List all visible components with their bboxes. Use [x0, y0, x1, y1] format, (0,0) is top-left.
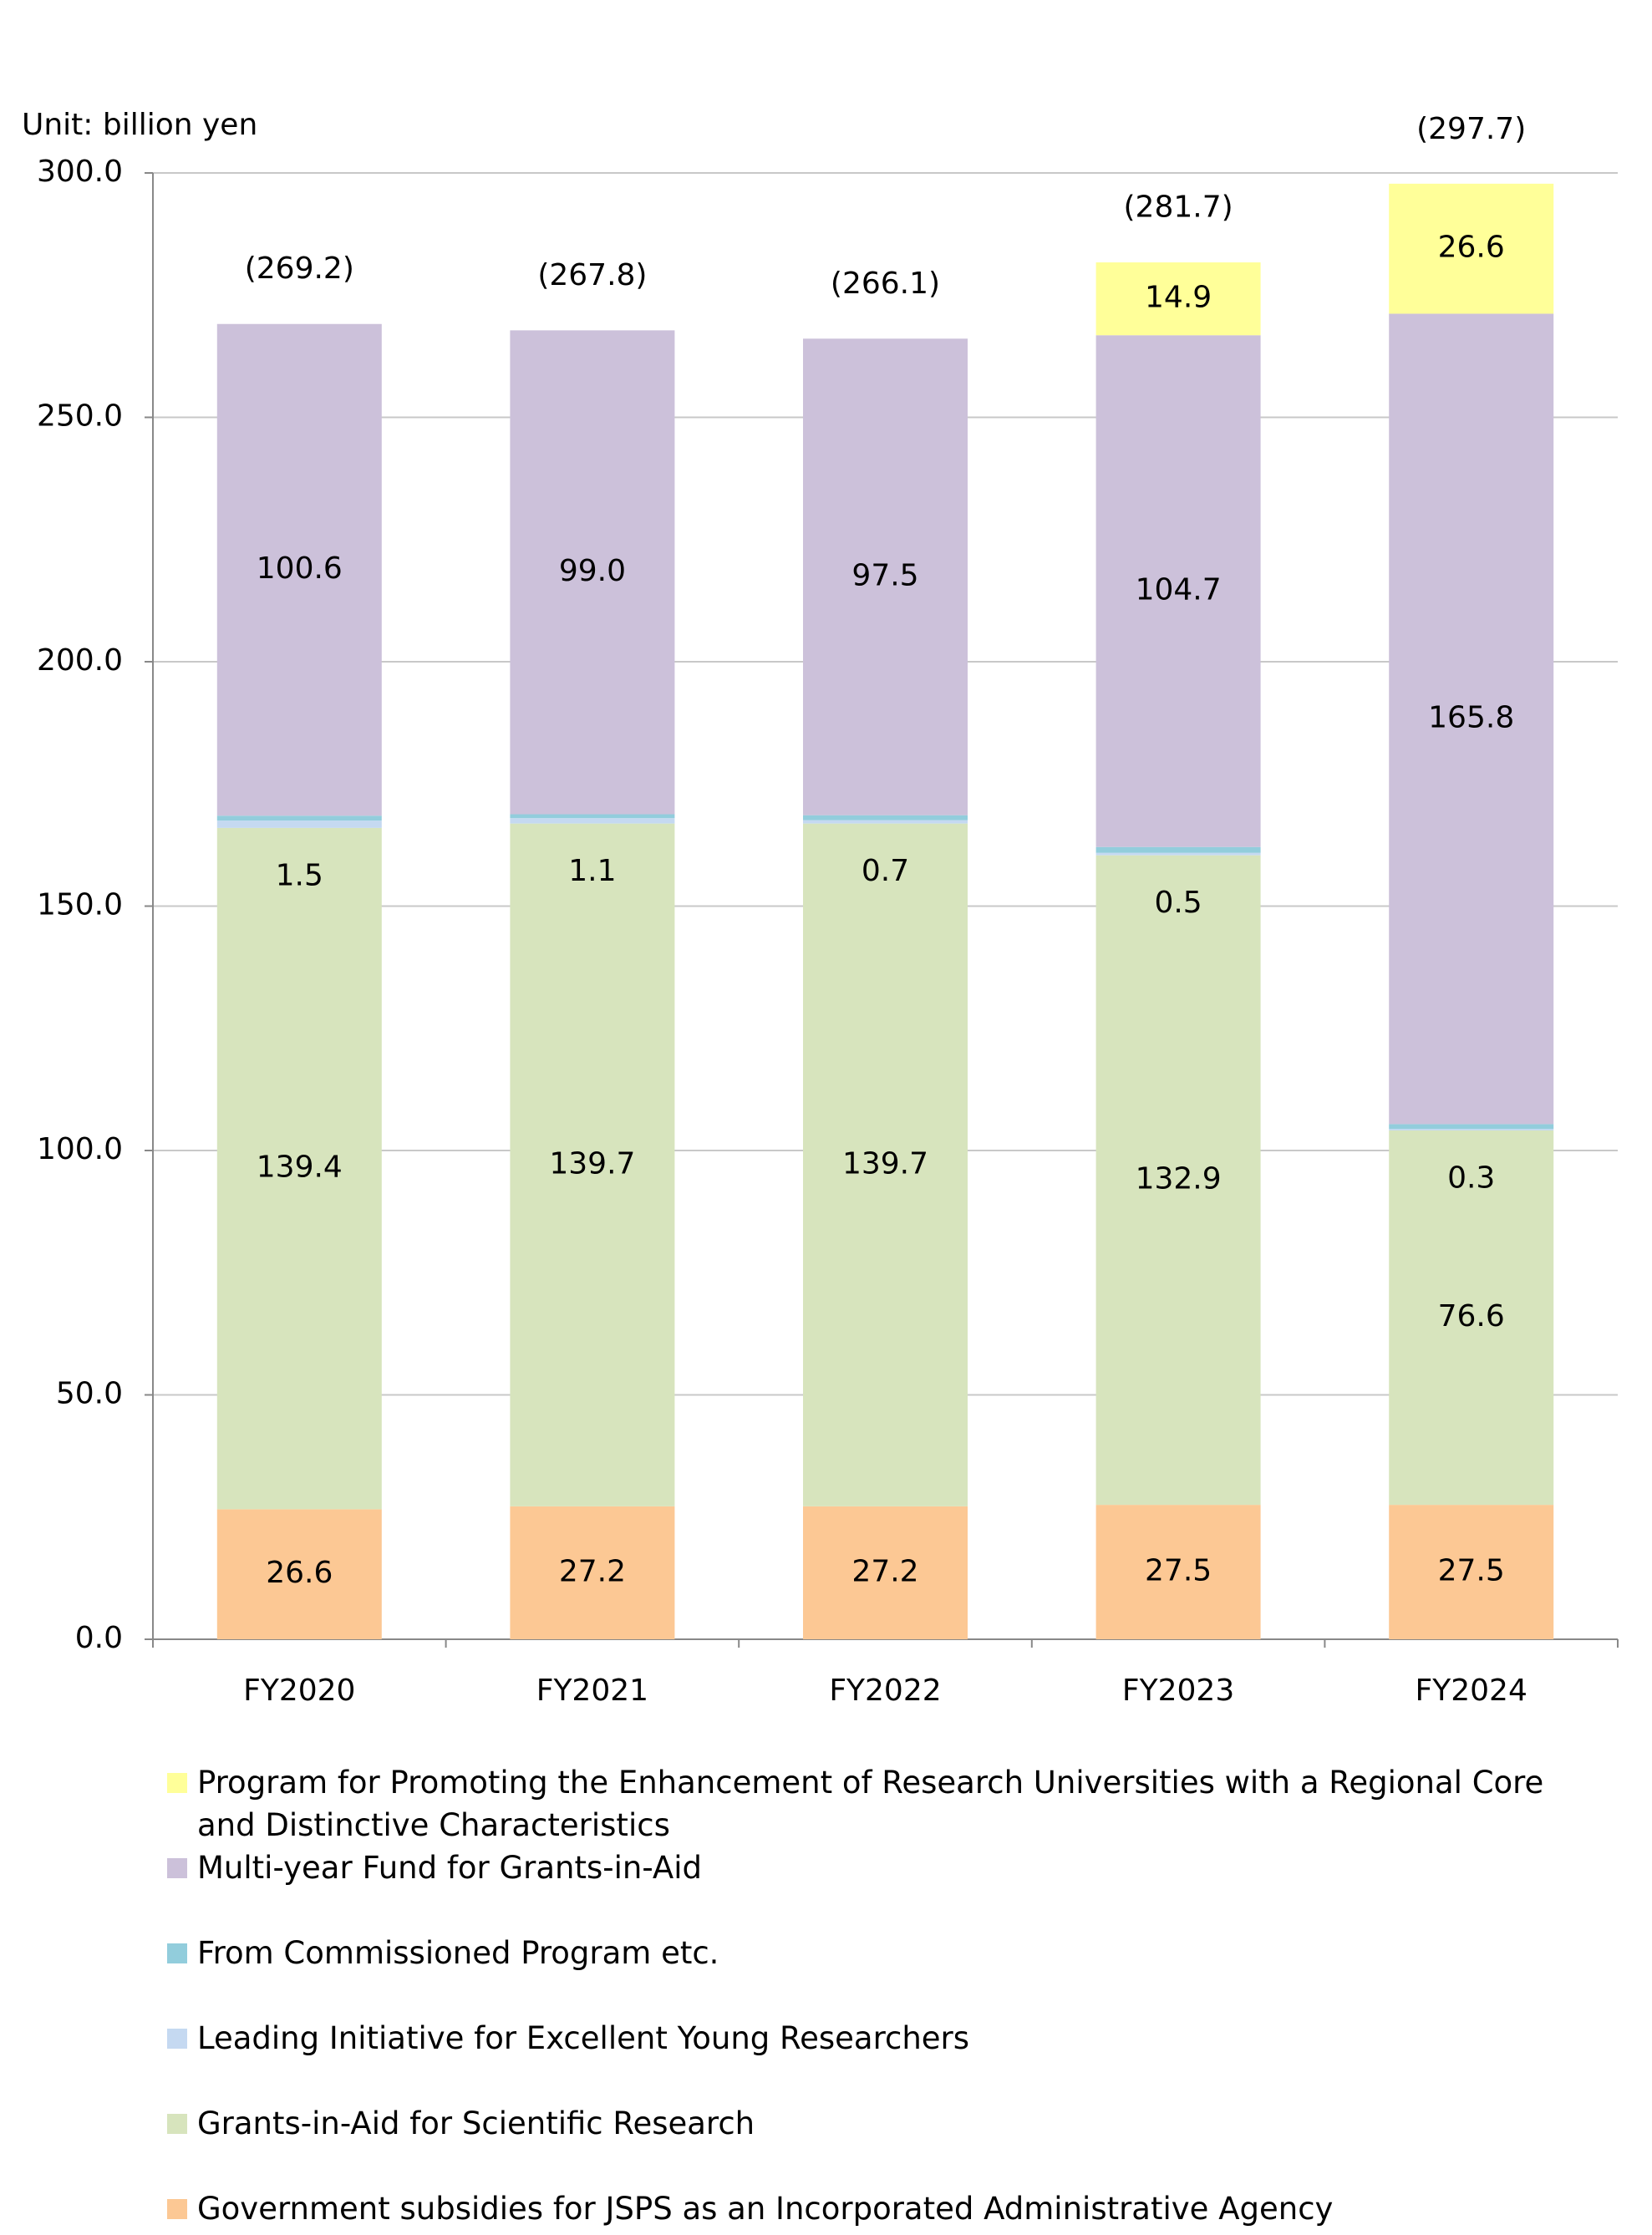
value-label: 27.5 — [1145, 1554, 1212, 1588]
x-tick-label: FY2023 — [1122, 1674, 1234, 1708]
legend-swatch — [167, 2199, 187, 2219]
bar-segment — [216, 815, 382, 821]
bar-segment — [1095, 846, 1261, 853]
y-tick-label: 50.0 — [56, 1377, 123, 1411]
value-label: 97.5 — [851, 559, 918, 593]
total-label: (297.7) — [1416, 112, 1526, 146]
value-label: 139.4 — [257, 1151, 343, 1185]
value-label: 27.5 — [1438, 1554, 1505, 1588]
y-tick-label: 250.0 — [37, 399, 123, 434]
bar-segment — [510, 1506, 675, 1639]
bar-segment — [1389, 1124, 1554, 1130]
legend-label: Grants-in-Aid for Scientific Research — [197, 2105, 755, 2141]
legend-label: From Commissioned Program etc. — [197, 1935, 719, 1971]
value-label: 100.6 — [257, 551, 343, 586]
legend-item: Multi-year Fund for Grants-in-Aid — [167, 1846, 1588, 1889]
bar-segment — [1389, 1505, 1554, 1639]
bar-segment — [510, 814, 675, 819]
legend-item: Leading Initiative for Excellent Young R… — [167, 2017, 1588, 2060]
bar-segment — [1095, 1505, 1261, 1639]
bar-segment — [1389, 183, 1554, 314]
value-label: 139.7 — [549, 1146, 635, 1181]
bar-segment — [803, 820, 968, 824]
bar-segment — [216, 323, 382, 816]
value-label: 27.2 — [559, 1554, 626, 1588]
legend-label: Multi-year Fund for Grants-in-Aid — [197, 1850, 702, 1886]
unit-label: Unit: billion yen — [22, 108, 257, 142]
bar-segment — [1095, 262, 1261, 336]
bar-segment — [510, 330, 675, 815]
value-label: 27.2 — [851, 1554, 918, 1588]
value-label: 26.6 — [266, 1556, 333, 1590]
chart: Unit: billion yen 0.0 50.0 100.0 150.0 200.0… — [22, 108, 1619, 1708]
legend-swatch — [167, 1773, 187, 1793]
value-label: 1.1 — [568, 854, 616, 888]
bar-segment — [803, 823, 968, 1506]
y-tick-label: 200.0 — [37, 643, 123, 678]
legend-swatch — [167, 1858, 187, 1878]
total-label: (267.8) — [537, 258, 647, 292]
x-tick-label: FY2022 — [829, 1674, 941, 1708]
legend-label: Government subsidies for JSPS as an Inco… — [197, 2191, 1334, 2227]
legend-item: Government subsidies for JSPS as an Inco… — [167, 2187, 1588, 2230]
bar-segment — [1389, 1129, 1554, 1131]
y-tick-label: 100.0 — [37, 1132, 123, 1166]
legend-item: From Commissioned Program etc. — [167, 1932, 1588, 1974]
bar-segment — [803, 815, 968, 820]
bar-segment — [1095, 855, 1261, 1506]
value-label: 76.6 — [1438, 1299, 1505, 1333]
value-label: 0.3 — [1447, 1161, 1495, 1196]
value-label: 132.9 — [1136, 1161, 1222, 1196]
total-label: (269.2) — [245, 251, 354, 286]
bar-segment — [216, 827, 382, 1510]
legend-item: Program for Promoting the Enhancement of… — [167, 1761, 1588, 1846]
y-tick-label: 150.0 — [37, 888, 123, 922]
value-label: 139.7 — [842, 1146, 928, 1181]
value-label: 0.7 — [862, 854, 909, 888]
x-tick-label: FY2021 — [536, 1674, 648, 1708]
x-tick-label: FY2020 — [243, 1674, 355, 1708]
bar-segment — [803, 338, 968, 815]
y-tick-label: 0.0 — [75, 1621, 123, 1655]
bar-segment — [216, 820, 382, 828]
x-tick-label: FY2024 — [1416, 1674, 1527, 1708]
value-label: 0.5 — [1154, 886, 1202, 920]
total-label: (266.1) — [831, 267, 940, 301]
total-label: (281.7) — [1124, 190, 1233, 225]
bar-segment — [1095, 852, 1261, 856]
value-label: 26.6 — [1438, 231, 1505, 265]
y-tick-label: 300.0 — [37, 155, 123, 189]
bar-segment — [1389, 313, 1554, 1125]
value-label: 99.0 — [559, 554, 626, 588]
value-label: 14.9 — [1145, 281, 1212, 315]
legend-swatch — [167, 1943, 187, 1963]
legend-swatch — [167, 2114, 187, 2134]
bar-segment — [510, 818, 675, 824]
legend-swatch — [167, 2029, 187, 2049]
bar-segment — [510, 823, 675, 1506]
legend-label: Leading Initiative for Excellent Young R… — [197, 2020, 970, 2056]
bar-segment — [803, 1506, 968, 1639]
bar-segment — [1389, 1130, 1554, 1506]
bar-segment — [216, 1509, 382, 1639]
legend-label: Program for Promoting the Enhancement of… — [197, 1765, 1544, 1843]
bar-segment — [1095, 335, 1261, 847]
value-label: 1.5 — [276, 858, 323, 892]
value-label: 165.8 — [1428, 700, 1514, 734]
value-label: 104.7 — [1136, 572, 1222, 607]
legend-item: Grants-in-Aid for Scientific Research — [167, 2102, 1588, 2145]
